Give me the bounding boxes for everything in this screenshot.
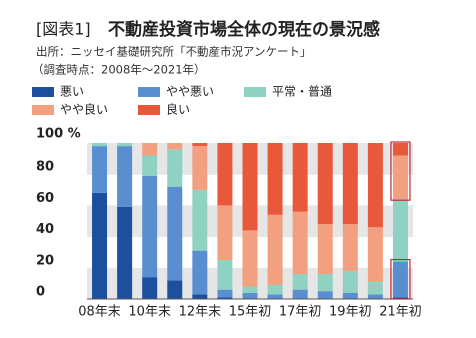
bar-segment [317,291,333,299]
bar-segment [367,281,383,295]
bar-segment [292,211,308,275]
bar-segment [267,294,283,299]
bar-segment [117,206,133,299]
x-tick-label: 19年初 [329,305,372,320]
bar-segment [267,284,283,295]
bar-segment [167,143,183,150]
highlight-box [390,141,411,201]
bar-segment [142,277,158,299]
bar-segment [192,146,208,190]
bar-segment [392,297,408,299]
bar-segment [192,294,208,299]
legend-label: 良い [166,102,190,117]
bar-segment [342,143,358,225]
bar-segment [92,146,108,193]
bar-segment [142,155,158,176]
bar-segment [192,250,208,295]
figure-label: [図表1] [36,20,91,39]
legend-swatch [32,87,54,97]
legend-swatch [32,105,54,115]
bar-segment [392,199,408,262]
bar-segment [392,261,408,298]
bar-segment [242,230,258,287]
x-tick-label: 21年初 [379,305,422,320]
bar-segment [192,189,208,251]
bar-segment [317,224,333,275]
bar-segment [267,143,283,215]
highlight-box [390,258,411,300]
bar-segment [342,224,358,271]
bar-segment [317,143,333,225]
bar-segment [292,143,308,212]
bar-segment [292,274,308,290]
bar-segment [267,214,283,285]
bar-segment [117,146,133,207]
bar-segment [342,270,358,293]
chart-title: 不動産投資市場全体の現在の景況感 [108,19,380,40]
y-tick-label: 80 [36,160,54,175]
bar-segment [92,192,108,299]
note: （調査時点：2008年～2021年） [32,63,206,77]
y-tick-label: 60 [36,191,54,206]
x-tick-label: 15年初 [229,305,272,320]
bar-segment [242,143,258,231]
bar-segment [242,286,258,293]
bar-segment [217,289,233,298]
bar-segment [342,292,358,299]
legend-swatch [138,105,160,115]
bar-segment [217,297,233,299]
bar-segment [192,143,208,147]
bar-segment [217,143,233,206]
bar-segment [217,205,233,260]
bar-segment [392,143,408,156]
bar-segment [242,292,258,299]
bar-segment [217,260,233,290]
bar-segment [392,155,408,200]
x-tick-label: 12年末 [179,305,222,320]
bar-segment [167,280,183,299]
bar-segment [167,186,183,281]
bar-segment [92,143,108,147]
legend-label: 平常・普通 [272,85,332,99]
source: 出所：ニッセイ基礎研究所「不動産市況アンケート」 [36,45,312,59]
legend-label: やや良い [60,102,108,117]
legend-label: 悪い [60,85,84,99]
bar-segment [142,175,158,278]
bar-segment [317,274,333,292]
legend-label: やや悪い [166,85,214,99]
y-tick-label: 20 [36,253,54,268]
x-tick-label: 10年末 [128,305,171,320]
legend-swatch [138,87,160,97]
bar-segment [167,149,183,187]
y-tick-label: 100 % [36,127,81,142]
bar-segment [367,227,383,282]
x-tick-label: 17年初 [279,305,322,320]
y-tick-label: 0 [36,285,45,300]
bar-segment [367,143,383,228]
x-tick-label: 08年末 [78,305,121,320]
legend-swatch [244,87,266,97]
bar-segment [142,143,158,156]
bar-segment [367,294,383,299]
y-tick-label: 40 [36,222,54,237]
bar-segment [292,289,308,299]
bar-segment [117,143,133,147]
